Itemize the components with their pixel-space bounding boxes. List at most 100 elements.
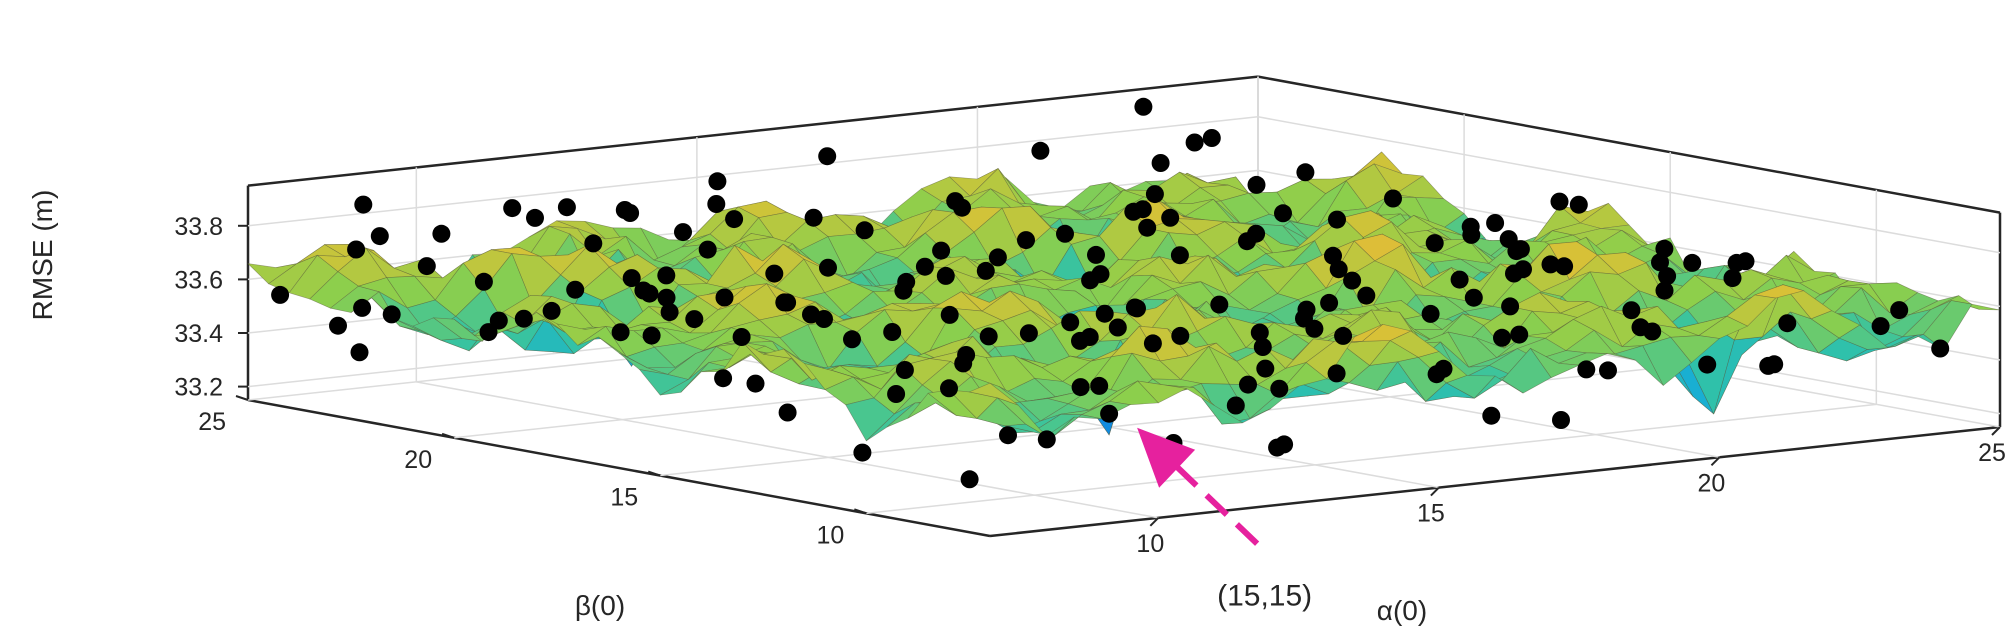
x-axis-label: α(0)	[1377, 595, 1427, 626]
marker-point	[932, 241, 951, 260]
marker-point	[1202, 129, 1221, 147]
marker-point	[642, 326, 661, 345]
marker-point	[1343, 271, 1362, 290]
marker-point	[940, 379, 958, 398]
marker-point	[1552, 411, 1570, 429]
marker-point	[1427, 365, 1446, 384]
x-tick-label: 10	[1136, 530, 1164, 558]
z-tick-label: 33.6	[174, 266, 223, 294]
annotation-label: (15,15)	[1217, 580, 1312, 613]
marker-point	[514, 309, 533, 328]
marker-point	[1247, 175, 1266, 194]
marker-point	[1071, 378, 1090, 397]
marker-point	[732, 328, 751, 346]
marker-point	[1056, 224, 1074, 243]
marker-point	[1334, 326, 1353, 345]
x-tick	[1991, 426, 2001, 436]
marker-point	[1871, 317, 1890, 336]
marker-point	[1328, 210, 1346, 229]
x-tick	[1430, 486, 1440, 497]
marker-point	[557, 198, 576, 217]
y-tick-label: 25	[198, 408, 226, 436]
marker-point	[1320, 293, 1339, 312]
marker-point	[775, 293, 794, 312]
marker-point	[1421, 304, 1440, 323]
marker-point	[1019, 324, 1038, 343]
marker-point	[1297, 300, 1316, 319]
marker-point	[350, 343, 369, 362]
marker-point	[1599, 361, 1617, 380]
z-tick-label: 33.4	[174, 320, 223, 348]
z-tick-label: 33.2	[174, 374, 223, 402]
annotation-arrow-head	[1137, 427, 1196, 488]
marker-point	[988, 248, 1007, 267]
marker-point	[1698, 355, 1717, 374]
marker-point	[1482, 406, 1501, 425]
marker-point	[1238, 232, 1256, 251]
marker-point	[526, 208, 544, 227]
y-tick	[235, 395, 249, 401]
marker-point	[778, 403, 797, 422]
marker-point	[1727, 253, 1746, 272]
marker-point	[715, 288, 734, 307]
marker-point	[640, 284, 659, 303]
marker-point	[1071, 331, 1089, 350]
marker-point	[979, 327, 998, 346]
marker-point	[855, 221, 874, 240]
marker-point	[1357, 286, 1376, 305]
marker-point	[1017, 231, 1035, 250]
marker-point	[1931, 339, 1950, 358]
marker-point	[1541, 255, 1560, 274]
marker-point	[1622, 301, 1641, 320]
x-tick-label: 20	[1698, 469, 1726, 497]
marker-point	[1651, 253, 1669, 272]
marker-point	[657, 288, 676, 307]
marker-point	[1170, 246, 1189, 265]
marker-point	[1501, 297, 1520, 316]
marker-point	[1081, 271, 1100, 290]
marker-point	[708, 172, 727, 191]
marker-point	[895, 361, 914, 379]
error-surface	[247, 151, 2001, 442]
marker-point	[887, 385, 906, 403]
marker-point	[1061, 313, 1080, 332]
annotation-arrow: (15,15)	[1137, 427, 1312, 613]
marker-point	[1090, 376, 1109, 395]
marker-point	[1425, 234, 1444, 253]
marker-point	[1655, 281, 1674, 300]
marker-point	[1658, 267, 1677, 286]
marker-point	[1151, 154, 1170, 172]
marker-point	[1274, 204, 1292, 223]
marker-point	[1493, 328, 1511, 347]
marker-point	[853, 443, 872, 462]
marker-point	[698, 240, 717, 259]
marker-point	[542, 301, 561, 320]
marker-point	[1577, 360, 1596, 379]
marker-point	[897, 272, 916, 291]
marker-point	[976, 261, 995, 280]
x-tick-label: 15	[1417, 500, 1445, 528]
marker-point	[1108, 318, 1127, 337]
marker-point	[353, 298, 372, 317]
marker-point	[1095, 304, 1114, 323]
marker-point	[347, 240, 366, 259]
marker-point	[622, 269, 641, 288]
marker-point	[1037, 430, 1056, 449]
marker-point	[1296, 163, 1315, 182]
marker-point	[843, 330, 861, 349]
marker-point	[1143, 334, 1162, 353]
marker-point	[1450, 270, 1469, 289]
marker-point	[1683, 253, 1702, 272]
marker-point	[432, 224, 451, 243]
marker-point	[584, 234, 603, 253]
y-axis-label: β(0)	[575, 590, 625, 621]
marker-point	[707, 195, 726, 213]
marker-point	[566, 280, 585, 299]
marker-point	[489, 311, 508, 330]
marker-point	[1134, 97, 1153, 116]
marker-point	[271, 285, 290, 304]
marker-point	[1239, 375, 1257, 394]
z-tick-label: 33.8	[174, 213, 223, 241]
marker-point	[1890, 301, 1909, 320]
